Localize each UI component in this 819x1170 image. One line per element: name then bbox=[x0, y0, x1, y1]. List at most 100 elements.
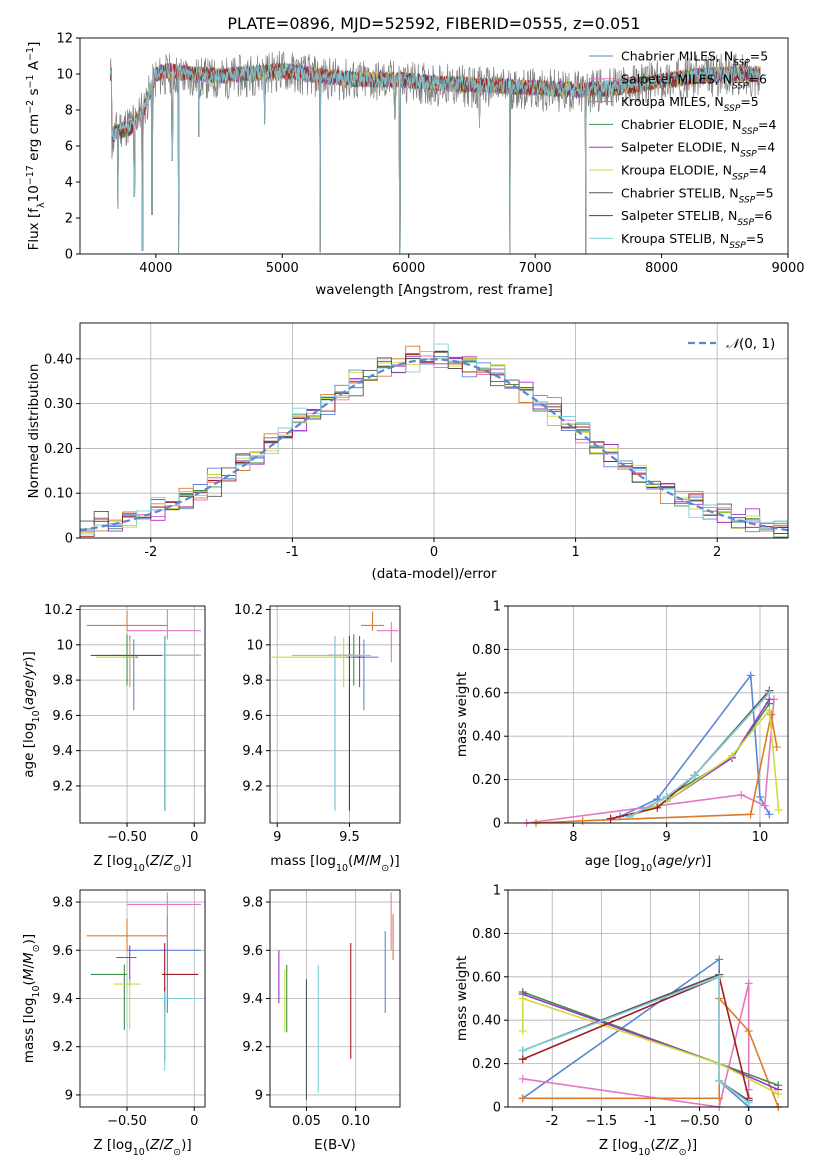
series-marker bbox=[744, 1098, 753, 1107]
y-tick-label: 12 bbox=[56, 32, 73, 47]
errorbar-salpeter-stelib bbox=[161, 635, 199, 811]
y-tick-label: 0.20 bbox=[472, 773, 501, 788]
x-tick-label: 8000 bbox=[645, 261, 678, 276]
series-marker bbox=[518, 1055, 527, 1064]
x-tick-label: 9000 bbox=[771, 261, 804, 276]
series-marker bbox=[746, 671, 755, 680]
x-tick-label: 0 bbox=[190, 1114, 198, 1129]
axes-frame bbox=[269, 605, 401, 824]
x-axis-label: (data-model)/error bbox=[371, 566, 497, 582]
legend-label: Chabrier MILES, NSSP=5 bbox=[621, 49, 768, 69]
chart-Z-age: −0.50 0 9.2 9.4 9.6 9.8 10 10.2 Z [log10(Z/Z⊙)] a… bbox=[21, 603, 206, 874]
series-marker bbox=[715, 1094, 724, 1103]
y-tick-label: 9.8 bbox=[242, 896, 263, 911]
y-tick-label: 9.2 bbox=[52, 779, 73, 794]
y-axis-label: mass weight bbox=[454, 672, 470, 757]
errorbar-kroupa-miles bbox=[86, 611, 168, 631]
y-tick-label: 9.4 bbox=[52, 992, 73, 1007]
legend-label: Salpeter STELIB, NSSP=6 bbox=[621, 208, 772, 228]
x-axis-label: Z [log10(Z/Z⊙)] bbox=[93, 853, 191, 874]
x-tick-label: 0.10 bbox=[341, 1114, 370, 1129]
x-tick-label: 1 bbox=[571, 545, 579, 560]
legend-label: 𝒩(0, 1) bbox=[726, 336, 775, 352]
plot-area bbox=[109, 50, 761, 255]
y-tick-label: 9.2 bbox=[242, 779, 263, 794]
chart-spectrum: 4000 5000 6000 7000 8000 9000 0 2 4 6 8 10 12 Chabrie… bbox=[25, 32, 805, 299]
legend-label: Chabrier ELODIE, NSSP=4 bbox=[621, 117, 776, 137]
series-marker bbox=[518, 994, 527, 1003]
series-marker bbox=[578, 816, 587, 825]
plot-area bbox=[278, 892, 394, 1100]
plot-area bbox=[271, 611, 399, 811]
x-tick-label: −0.50 bbox=[107, 830, 147, 845]
series-marker bbox=[774, 1089, 783, 1098]
y-axis-label: mass [log10(M/M⊙)] bbox=[21, 934, 42, 1063]
series-marker bbox=[737, 790, 746, 799]
series-marker bbox=[756, 792, 764, 801]
y-tick-label: 0.30 bbox=[44, 397, 73, 412]
axes: 0.05 0.10 9 9.2 9.4 9.6 9.8 bbox=[242, 889, 401, 1129]
legend: 𝒩(0, 1) bbox=[688, 336, 775, 352]
y-tick-label: 0.40 bbox=[472, 730, 501, 745]
y-tick-label: 0 bbox=[65, 532, 73, 547]
axes-frame bbox=[79, 605, 206, 824]
y-tick-label: 9.4 bbox=[242, 992, 263, 1007]
x-axis-label: age [log10(age/yr)] bbox=[585, 853, 711, 874]
figure-title: PLATE=0896, MJD=52592, FIBERID=0555, z=0… bbox=[227, 14, 640, 33]
x-axis-label: mass [log10(M/M⊙)] bbox=[270, 853, 399, 874]
y-tick-label: 10 bbox=[56, 68, 73, 83]
y-tick-label: 1 bbox=[493, 600, 501, 615]
errorbar-salpeter-elodie bbox=[116, 945, 137, 987]
series-line bbox=[522, 975, 750, 1104]
legend-label: Salpeter MILES, NSSP=6 bbox=[621, 71, 767, 91]
x-tick-label: 8 bbox=[569, 830, 577, 845]
y-tick-label: 9.6 bbox=[52, 944, 73, 959]
axes: -2 −1.5 -1 −0.50 0 0 0.20 0.40 0.60 0.80 1 bbox=[472, 884, 789, 1129]
y-tick-label: 0.40 bbox=[472, 1014, 501, 1029]
errorbar-chabrier-stelib bbox=[327, 635, 357, 811]
errorbar-kroupa-stelib bbox=[161, 991, 201, 1071]
plot-area bbox=[518, 955, 783, 1111]
x-tick-label: 2 bbox=[713, 545, 721, 560]
x-axis-label: Z [log10(Z/Z⊙)] bbox=[93, 1137, 191, 1158]
y-tick-label: 0.80 bbox=[472, 643, 501, 658]
y-tick-label: 9.6 bbox=[52, 709, 73, 724]
series-marker bbox=[690, 771, 699, 780]
gridlines bbox=[508, 889, 788, 1108]
y-tick-label: 9 bbox=[65, 1088, 73, 1103]
y-tick-label: 0.20 bbox=[472, 1057, 501, 1072]
x-tick-label: −0.50 bbox=[680, 1114, 720, 1129]
series-marker bbox=[728, 751, 736, 760]
x-tick-label: 0.05 bbox=[292, 1114, 321, 1129]
x-axis-label: Z [log10(Z/Z⊙)] bbox=[599, 1137, 697, 1158]
chart-age-weight: 8 9 10 0 0.20 0.40 0.60 0.80 1 age [log10(age/yr)… bbox=[454, 600, 789, 874]
errorbar-kroupa-elodie bbox=[96, 637, 137, 688]
errorbar-chabrier-elodie bbox=[113, 634, 134, 686]
y-tick-label: 9.8 bbox=[52, 674, 73, 689]
errorbar-salpeter-miles bbox=[376, 621, 399, 663]
y-axis-label: mass weight bbox=[454, 956, 470, 1041]
series-marker bbox=[744, 979, 753, 988]
chart-Z-mass: −0.50 0 9 9.2 9.4 9.6 9.8 Z [log10(Z/Z⊙)] mass [… bbox=[21, 889, 206, 1158]
errorbar-salpeter-elodie bbox=[123, 635, 138, 688]
series-kroupa-miles bbox=[532, 710, 781, 827]
axes: 8 9 10 0 0.20 0.40 0.60 0.80 1 bbox=[472, 600, 789, 845]
y-tick-label: 9.8 bbox=[242, 674, 263, 689]
y-tick-label: 0.40 bbox=[44, 352, 73, 367]
series-marker bbox=[518, 1027, 527, 1036]
chart-residuals: -2 -1 0 1 2 0 0.10 0.20 0.30 0.40 𝒩(0, 1) (data-mod… bbox=[26, 322, 789, 582]
y-axis-label: Flux [fλ10−17 erg cm−2 s−1 A−1] bbox=[25, 42, 47, 251]
series-marker bbox=[772, 743, 781, 752]
x-tick-label: −0.50 bbox=[107, 1114, 147, 1129]
axes: 9 9.5 9.2 9.4 9.6 9.8 10 10.2 bbox=[234, 603, 401, 845]
series-marker bbox=[518, 1046, 527, 1055]
legend-label: Kroupa ELODIE, NSSP=4 bbox=[621, 163, 767, 183]
y-axis-label: Normed distribution bbox=[26, 364, 42, 499]
y-tick-label: 0.20 bbox=[44, 442, 73, 457]
series-kroupa-stelib bbox=[109, 62, 761, 255]
x-tick-label: 6000 bbox=[392, 261, 425, 276]
x-tick-label: 0 bbox=[745, 1114, 753, 1129]
y-tick-label: 9.4 bbox=[242, 744, 263, 759]
series-marker bbox=[774, 805, 783, 814]
series-marker bbox=[662, 792, 671, 801]
